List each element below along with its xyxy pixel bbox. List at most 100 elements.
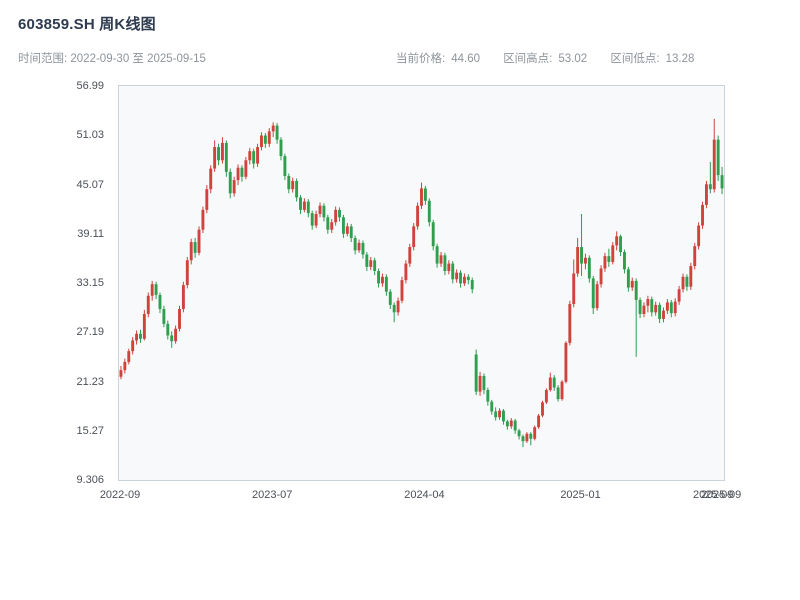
range-high-label: 区间高点: <box>503 53 553 65</box>
summary-bar: 当前价格: 44.60 区间高点: 53.02 区间低点: 13.28 <box>396 50 714 66</box>
candle-body <box>533 427 537 439</box>
candle-body <box>552 377 556 388</box>
candle-body <box>623 252 626 270</box>
candle-body <box>498 410 502 418</box>
candle-body <box>287 175 291 190</box>
candle-body <box>248 151 252 161</box>
x-axis-tick-label: 2025-01 <box>560 489 601 501</box>
candle-body <box>158 294 162 310</box>
candle-body <box>576 247 580 274</box>
candle-body <box>384 276 388 292</box>
candle-body <box>509 420 513 427</box>
candle-body <box>256 147 260 164</box>
candle-body <box>630 280 634 288</box>
candle-body <box>224 142 228 172</box>
range-low: 区间低点: 13.28 <box>610 53 700 65</box>
candle-body <box>381 276 384 284</box>
candle-body <box>166 323 170 336</box>
candle-body <box>720 175 724 189</box>
candle-body <box>548 377 552 390</box>
candle-body <box>302 201 306 210</box>
candle-body <box>201 209 205 230</box>
candle-body <box>373 260 377 271</box>
y-axis-tick-label: 15.27 <box>76 424 104 437</box>
candle-body <box>634 280 638 300</box>
candle-body <box>318 205 322 214</box>
candle-body <box>185 260 189 286</box>
candle-body <box>244 160 248 177</box>
candle-body <box>490 401 494 412</box>
candle-body <box>420 188 423 206</box>
current-price-label: 当前价格: <box>396 53 446 65</box>
candle-body <box>517 430 521 437</box>
range-high: 区间高点: 53.02 <box>503 53 593 65</box>
candle-body <box>197 229 201 253</box>
candle-body <box>482 375 486 390</box>
candle-body <box>127 351 131 362</box>
candle-body <box>416 205 420 227</box>
candle-body <box>326 217 330 230</box>
candle-body <box>665 302 669 311</box>
candle-body <box>314 213 318 226</box>
candle-body <box>357 242 361 251</box>
candle-body <box>232 180 236 194</box>
candle-body <box>392 304 396 313</box>
candle-body <box>638 299 642 314</box>
candle-body <box>654 304 658 313</box>
y-axis-tick-label: 45.07 <box>76 178 104 191</box>
candle-body <box>544 389 548 403</box>
x-axis-tick-label: 2022-09 <box>99 489 141 501</box>
candle-body <box>170 335 174 342</box>
candle-body <box>408 247 412 264</box>
candle-body <box>529 433 533 439</box>
candle-body <box>502 410 505 422</box>
candle-body <box>334 209 338 223</box>
candle-body <box>521 436 525 442</box>
candle-body <box>275 125 279 140</box>
candle-body <box>142 313 146 339</box>
candle-body <box>154 284 158 295</box>
candle-body <box>400 280 404 301</box>
candle-body <box>607 256 611 262</box>
y-axis-tick-label: 56.99 <box>76 80 104 92</box>
candle-body <box>541 402 544 416</box>
candle-body <box>345 226 349 234</box>
x-axis-labels: 2022-09 2023-07 2024-04 2025-01 2025-09 2025-… <box>100 489 741 505</box>
candle-body <box>505 421 509 427</box>
candle-body <box>412 226 416 248</box>
candle-body <box>404 263 408 281</box>
page-title: 603859.SH 周K线图 <box>18 16 156 33</box>
candle-body <box>135 333 139 341</box>
candle-body <box>322 205 326 218</box>
candle-body <box>704 184 708 205</box>
candle-body <box>396 300 400 313</box>
candle-body <box>459 272 462 284</box>
candle-body <box>466 276 470 281</box>
y-axis-tick-label: 33.15 <box>76 277 104 289</box>
candle-body <box>435 246 439 264</box>
candle-body <box>217 147 220 161</box>
candle-body <box>697 225 701 247</box>
candle-body <box>599 268 603 285</box>
candle-body <box>139 333 142 339</box>
candle-body <box>189 242 193 261</box>
candle-body <box>455 272 459 280</box>
candle-body <box>431 222 435 247</box>
candle-body <box>443 255 447 271</box>
x-axis-tick-label: 2024-04 <box>404 489 445 501</box>
candle-body <box>580 247 583 264</box>
candle-body <box>556 387 560 400</box>
range-high-value: 53.02 <box>558 53 588 65</box>
candle-body <box>615 236 619 246</box>
candle-body <box>267 131 271 144</box>
candle-body <box>572 273 576 305</box>
candle-body <box>123 361 127 371</box>
candle-body <box>619 236 623 252</box>
candle-body <box>365 254 369 267</box>
time-range-label: 时间范围: 2022-09-30 至 2025-09-15 <box>18 53 206 65</box>
candle-body <box>361 242 365 255</box>
y-axis-tick-label: 27.19 <box>76 326 104 339</box>
candle-body <box>119 370 123 377</box>
x-axis-tick-label: 2025-09 <box>693 489 734 501</box>
candle-body <box>162 309 166 324</box>
